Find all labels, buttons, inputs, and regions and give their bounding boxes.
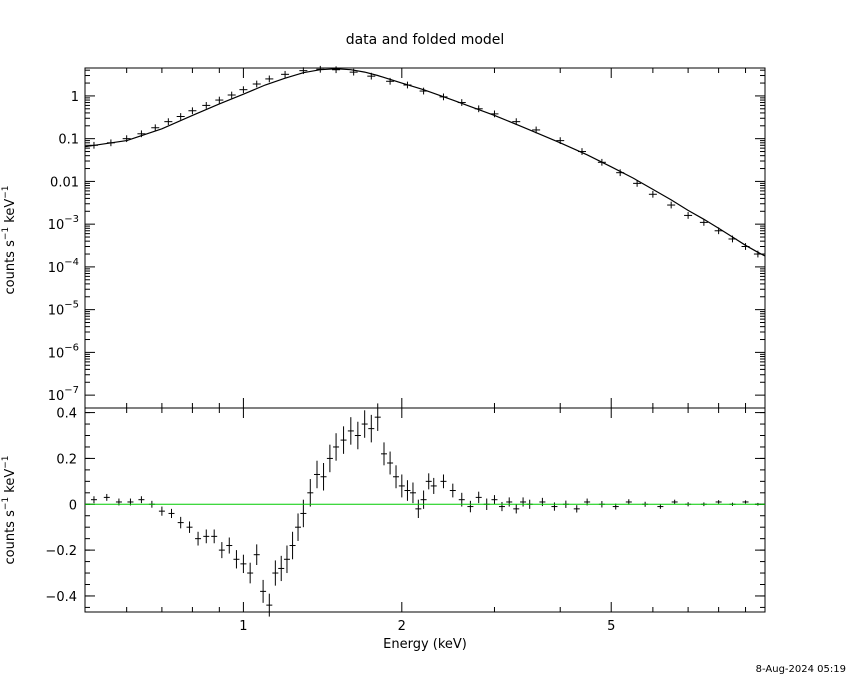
bottom-axis-ticks: 1 2 5 0.4 0.2 0 −0.2 −0.4	[45, 68, 765, 634]
top-model-curve	[84, 68, 766, 257]
chart-title: data and folded model	[346, 32, 505, 48]
y-tick-label: 0.1	[58, 133, 79, 148]
y-tick-label: 0.2	[56, 452, 77, 467]
timestamp: 8-Aug-2024 05:19	[756, 664, 846, 675]
model-line	[84, 68, 766, 257]
y-tick-label: 1	[71, 90, 79, 105]
y-tick-label: 0.01	[50, 175, 79, 190]
y-tick-label: 10−5	[48, 300, 79, 319]
y-tick-label: −0.2	[45, 544, 77, 559]
x-tick-label: 1	[239, 619, 247, 634]
x-tick-label: 5	[607, 619, 615, 634]
y-tick-label: 0	[69, 498, 77, 513]
x-tick-label: 2	[398, 619, 406, 634]
y-tick-label: 10−7	[48, 385, 79, 404]
y-tick-label: 10−3	[48, 214, 79, 233]
x-axis-label: Energy (keV)	[383, 637, 467, 652]
bottom-panel-frame	[84, 407, 766, 613]
y-tick-label: −0.4	[45, 590, 77, 605]
y-tick-label: 10−6	[48, 342, 79, 361]
bottom-residual-points	[90, 403, 761, 617]
top-axis-ticks: 1 0.1 0.01 10−3 10−4 10−5 10−6 10−7	[48, 69, 765, 404]
y-tick-label: 10−4	[48, 257, 79, 276]
y-tick-label: 0.4	[56, 407, 77, 422]
top-y-axis-label: counts s−1 keV−1	[1, 185, 18, 294]
bottom-y-axis-label: counts s−1 keV−1	[1, 455, 18, 564]
top-data-points	[89, 65, 762, 258]
